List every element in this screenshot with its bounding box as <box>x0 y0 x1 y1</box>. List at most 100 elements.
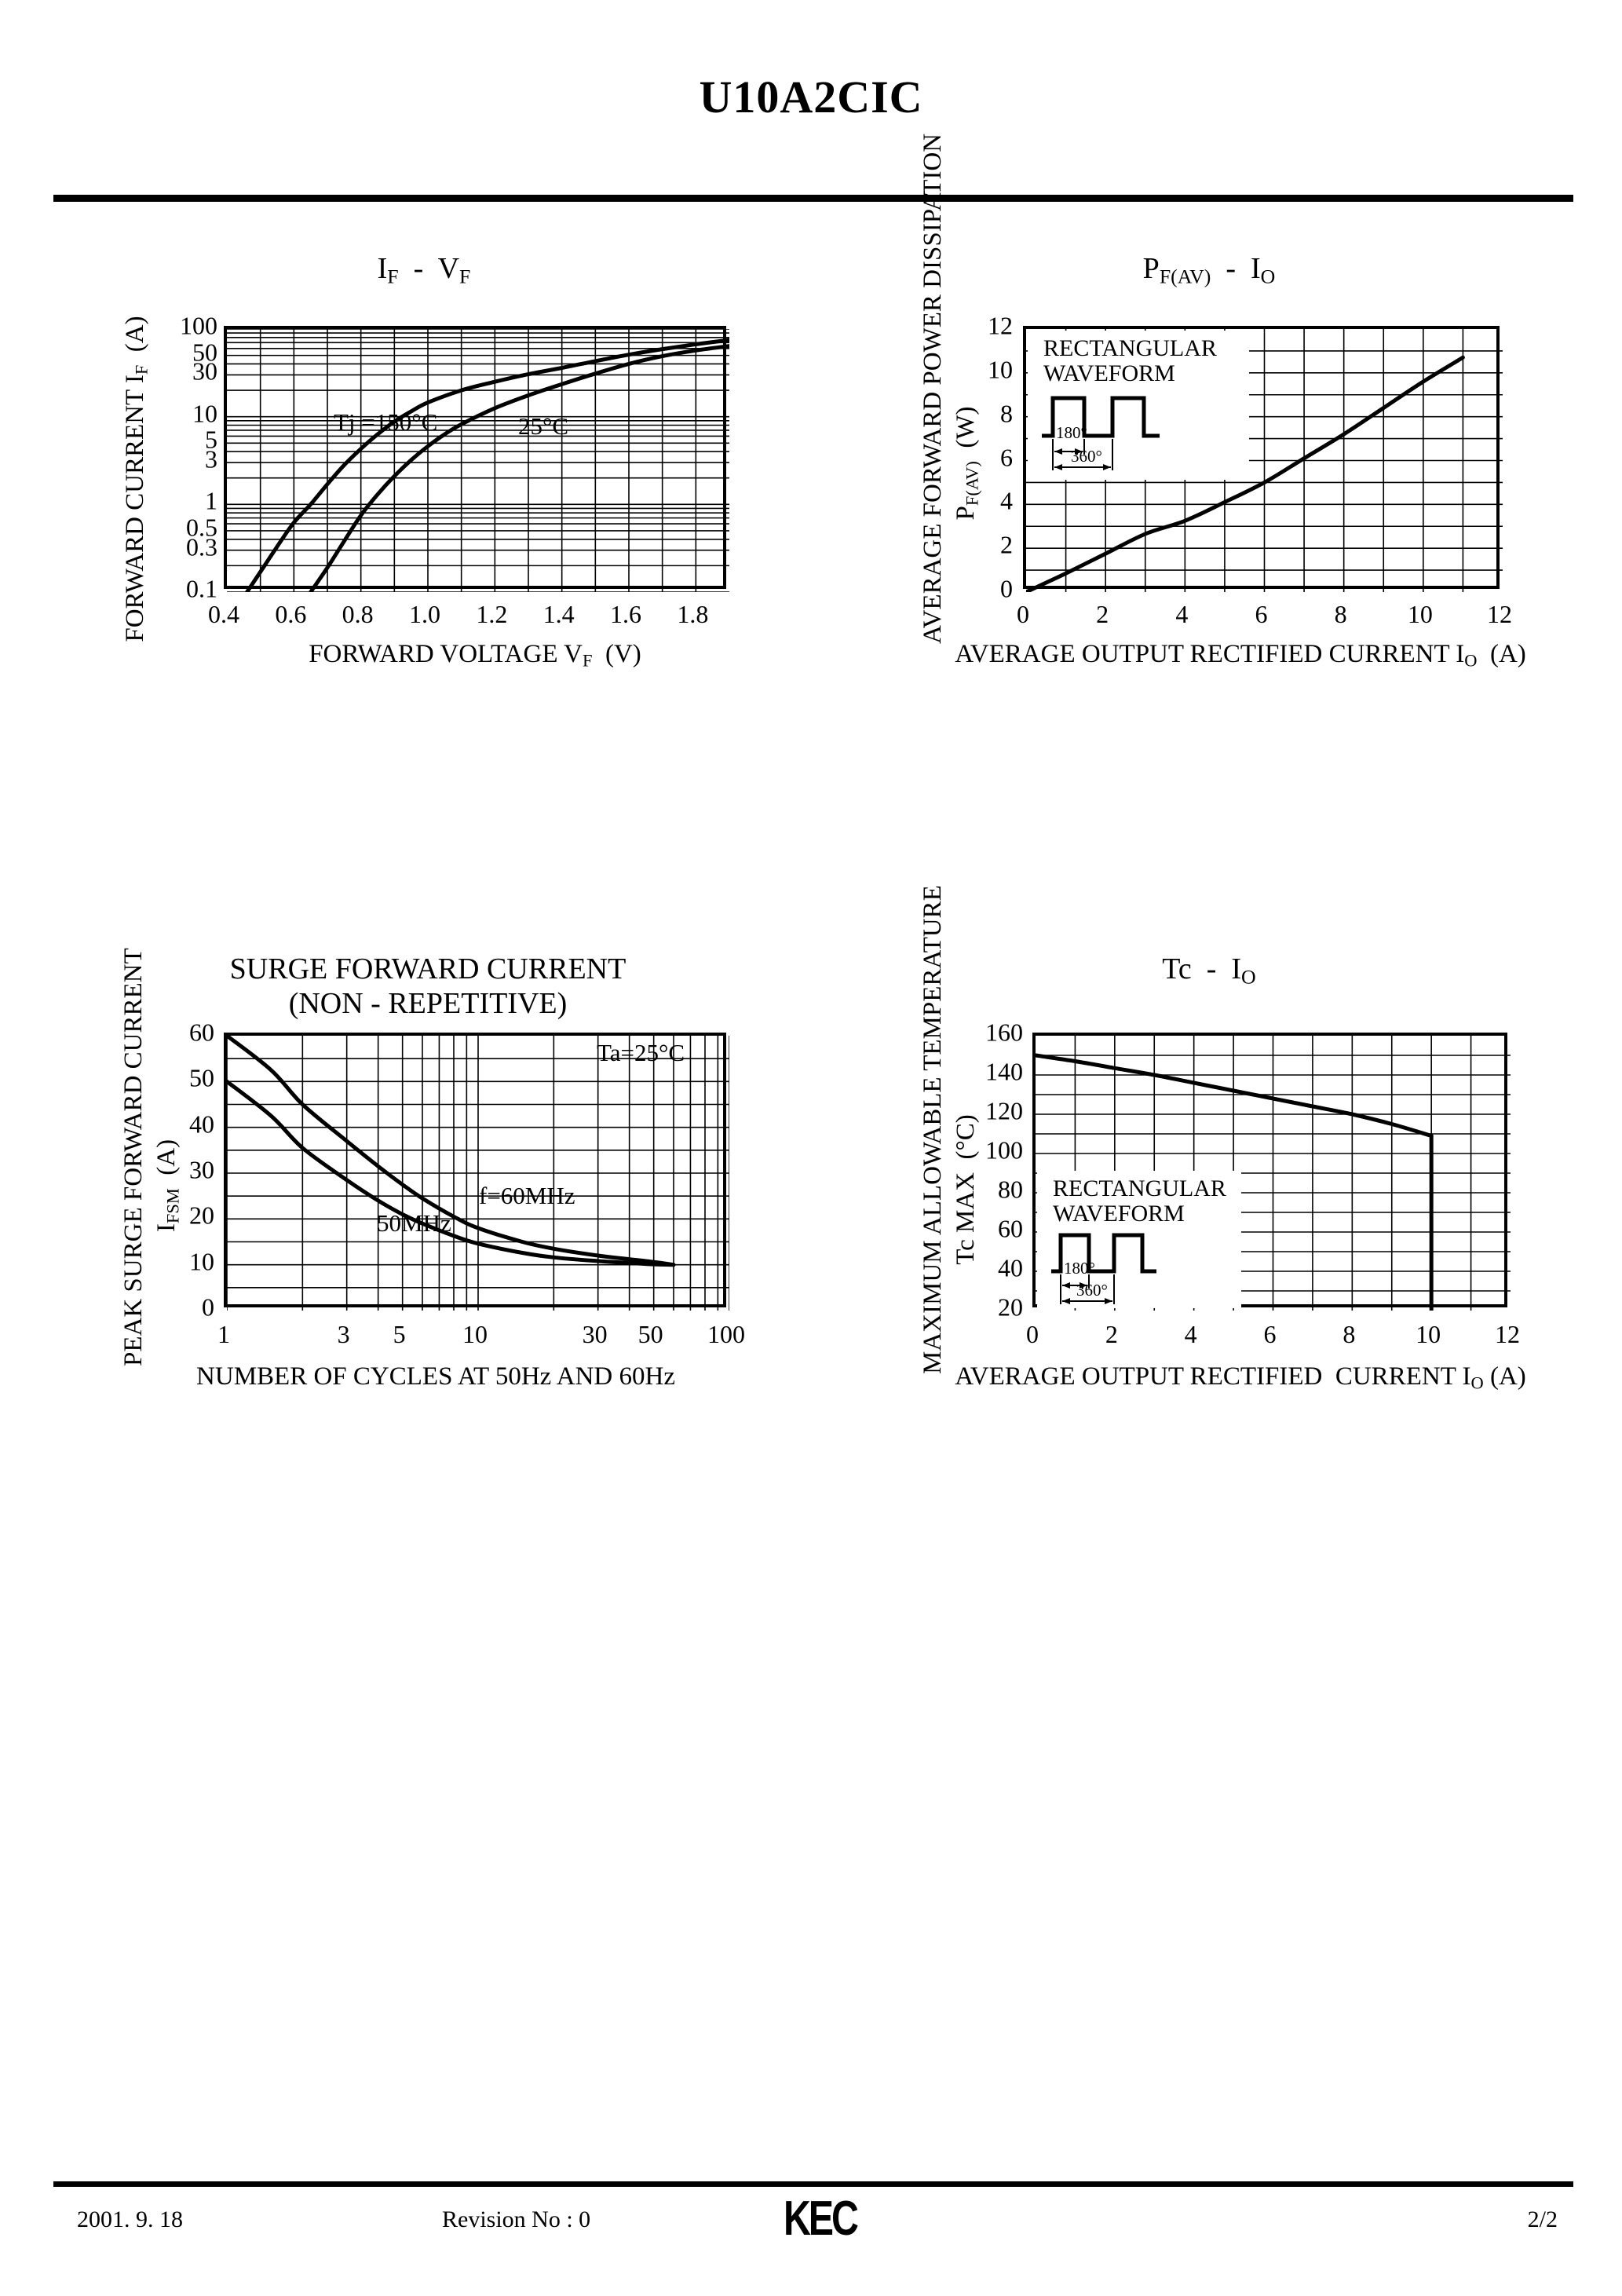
axis-tick-label: 1.4 <box>542 600 575 628</box>
axis-tick-label: 6 <box>1255 600 1268 628</box>
chart-tc-io: Tc - IO MAXIMUM ALLOWABLE TEMPERATURE Tc… <box>903 885 1578 1413</box>
chart-tc-io-waveform-inset: RECTANGULAR WAVEFORM 180° 360° <box>1037 1171 1241 1308</box>
axis-tick-label: 2 <box>1105 1320 1118 1348</box>
axis-tick-label: 30 <box>582 1320 608 1348</box>
axis-tick-label: 2 <box>1096 600 1109 628</box>
axis-tick-label: 1.8 <box>677 600 709 628</box>
inset-dim-360: 360° <box>1071 447 1102 466</box>
axis-tick-label: 160 <box>985 1018 1023 1047</box>
chart-pfav-io-x-axis-title: AVERAGE OUTPUT RECTIFIED CURRENT IO (A) <box>955 640 1526 671</box>
axis-tick-label: 20 <box>998 1292 1023 1322</box>
chart-surge-label-60mhz: f=60MHz <box>479 1182 575 1209</box>
axis-tick-label: 10 <box>1407 600 1433 628</box>
axis-tick-label: 100 <box>985 1135 1023 1164</box>
inset-waveform-label: WAVEFORM <box>1053 1201 1185 1227</box>
axis-tick-label: 12 <box>1487 600 1512 628</box>
axis-tick-label: 8 <box>1000 399 1013 428</box>
axis-tick-label: 5 <box>205 425 217 454</box>
axis-tick-label: 8 <box>1343 1320 1356 1348</box>
axis-tick-label: 30 <box>192 356 217 386</box>
axis-tick-label: 4 <box>1000 486 1013 515</box>
axis-tick-label: 1.6 <box>610 600 641 628</box>
chart-if-vf-label-150c: Tj =150°C <box>334 408 438 436</box>
axis-tick-label: 0.4 <box>208 600 239 628</box>
axis-tick-label: 10 <box>1416 1320 1441 1348</box>
axis-tick-label: 1.2 <box>476 600 508 628</box>
axis-tick-label: 40 <box>189 1110 214 1139</box>
header-divider <box>53 195 1573 202</box>
axis-tick-label: 0 <box>1026 1320 1039 1348</box>
axis-tick-label: 0 <box>1000 574 1013 603</box>
axis-tick-label: 0 <box>202 1292 214 1322</box>
chart-tc-io-plot-area: RECTANGULAR WAVEFORM 180° 360° <box>1032 1033 1511 1311</box>
page-title: U10A2CIC <box>699 71 923 122</box>
axis-tick-label: 4 <box>1184 1320 1197 1348</box>
axis-tick-label: 40 <box>998 1253 1023 1282</box>
chart-if-vf-label-25c: 25°C <box>518 412 569 440</box>
axis-tick-label: 1.0 <box>409 600 440 628</box>
chart-surge-title-line1: SURGE FORWARD CURRENT <box>229 952 627 985</box>
axis-tick-label: 1 <box>205 486 217 515</box>
chart-surge-title-line2: (NON - REPETITIVE) <box>288 987 568 1020</box>
chart-surge-x-axis-title: NUMBER OF CYCLES AT 50Hz AND 60Hz <box>196 1362 675 1391</box>
axis-tick-label: 3 <box>337 1320 350 1348</box>
axis-tick-label: 120 <box>985 1096 1023 1125</box>
axis-tick-label: 0.6 <box>275 600 307 628</box>
chart-if-vf-title: IF - VF <box>377 252 471 288</box>
axis-tick-label: 12 <box>1495 1320 1520 1348</box>
inset-waveform-label: WAVEFORM <box>1043 360 1175 386</box>
axis-tick-label: 140 <box>985 1057 1023 1086</box>
axis-tick-label: 6 <box>1263 1320 1277 1348</box>
axis-tick-label: 8 <box>1334 600 1347 628</box>
chart-surge-forward-current: SURGE FORWARD CURRENT (NON - REPETITIVE)… <box>102 948 754 1413</box>
axis-tick-label: 20 <box>189 1201 214 1230</box>
axis-tick-label: 3 <box>205 444 217 473</box>
axis-tick-label: 50 <box>637 1320 663 1348</box>
inset-dim-360: 360° <box>1076 1281 1108 1300</box>
axis-tick-label: 6 <box>1000 443 1013 471</box>
chart-if-vf: IF - VF FORWARD CURRENT IF (A) 0.1 0.3 0.5… <box>102 251 746 691</box>
axis-tick-label: 60 <box>998 1214 1023 1243</box>
chart-pfav-io: PF(AV) - IO AVERAGE FORWARD POWER DISSIP… <box>903 133 1578 691</box>
rectangular-waveform-icon <box>1042 396 1160 470</box>
axis-tick-label: 100 <box>180 311 217 340</box>
chart-pfav-io-plot-area: RECTANGULAR WAVEFORM 180° 360° <box>1023 326 1503 592</box>
chart-if-vf-plot-area <box>224 326 729 592</box>
axis-tick-label: 80 <box>998 1175 1023 1204</box>
axis-tick-label: 10 <box>462 1320 488 1348</box>
axis-tick-label: 0.8 <box>342 600 374 628</box>
inset-rectangular-label: RECTANGULAR <box>1053 1175 1226 1201</box>
footer-revision: Revision No : 0 <box>442 2206 591 2232</box>
axis-tick-label: 4 <box>1175 600 1189 628</box>
axis-tick-label: 50 <box>192 338 217 367</box>
axis-tick-label: 0.5 <box>186 513 217 542</box>
chart-surge-ta-label: Ta=25°C <box>597 1039 685 1066</box>
axis-tick-label: 1 <box>217 1320 230 1348</box>
axis-tick-label: 0 <box>1017 600 1029 628</box>
chart-surge-label-50mhz: 50MHz <box>377 1209 451 1237</box>
kec-logo: KEC <box>784 2192 859 2246</box>
axis-tick-label: 0.3 <box>186 532 217 561</box>
chart-tc-io-x-axis-title: AVERAGE OUTPUT RECTIFIED CURRENT IO (A) <box>955 1362 1526 1393</box>
axis-tick-label: 5 <box>393 1320 406 1348</box>
footer-date: 2001. 9. 18 <box>77 2206 183 2232</box>
rectangular-waveform-icon <box>1051 1233 1156 1304</box>
inset-dim-180: 180° <box>1064 1259 1095 1278</box>
axis-tick-label: 10 <box>192 399 217 428</box>
footer-page-number: 2/2 <box>1527 2206 1558 2232</box>
axis-tick-label: 12 <box>988 311 1013 340</box>
axis-tick-label: 10 <box>189 1247 214 1276</box>
footer-divider <box>53 2181 1573 2187</box>
chart-pfav-io-waveform-inset: RECTANGULAR WAVEFORM 180° 360° <box>1028 331 1249 480</box>
axis-tick-label: 100 <box>707 1320 745 1348</box>
inset-dim-180: 180° <box>1056 423 1087 442</box>
chart-if-vf-x-axis-title: FORWARD VOLTAGE VF (V) <box>309 640 641 671</box>
axis-tick-label: 0.1 <box>186 574 217 603</box>
axis-tick-label: 30 <box>189 1155 214 1184</box>
chart-surge-plot-area <box>224 1033 729 1311</box>
footer: 2001. 9. 18 Revision No : 0 KEC 2/2 <box>53 2192 1573 2252</box>
axis-tick-label: 50 <box>189 1063 214 1092</box>
inset-rectangular-label: RECTANGULAR <box>1043 335 1217 361</box>
axis-tick-label: 10 <box>988 355 1013 384</box>
